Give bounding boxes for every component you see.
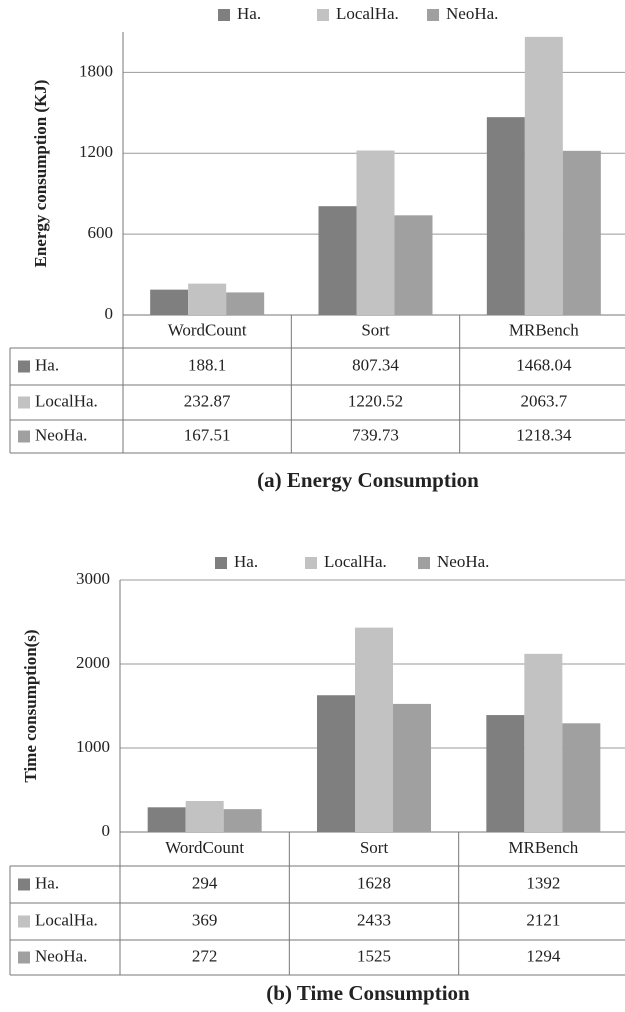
y-tick-label: 2000: [76, 653, 110, 672]
bar: [355, 627, 393, 832]
table-value: 1218.34: [516, 425, 572, 444]
legend-label: LocalHa.: [336, 4, 399, 23]
caption-text: Time Consumption: [297, 981, 470, 1005]
bar: [150, 289, 189, 315]
bar: [147, 807, 186, 832]
x-tick-label: MRBench: [509, 320, 579, 339]
bar: [188, 283, 227, 315]
caption-label: (b): [266, 981, 292, 1005]
y-tick-label: 0: [105, 304, 114, 323]
bar: [486, 117, 525, 316]
table-swatch: [18, 396, 30, 409]
table-value: 2433: [357, 910, 391, 929]
table-value: 1628: [357, 873, 391, 892]
table-value: 1468.04: [516, 355, 572, 374]
legend-label: NeoHa.: [446, 4, 498, 23]
legend-swatch: [218, 9, 230, 21]
bar: [356, 150, 395, 315]
bar: [524, 653, 563, 832]
table-value: 272: [192, 946, 218, 965]
caption-text: Energy Consumption: [287, 468, 479, 492]
table-swatch: [18, 360, 30, 373]
y-tick-label: 1200: [79, 142, 113, 161]
legend-swatch: [215, 557, 227, 569]
bar: [394, 215, 433, 315]
table-row-label: Ha.: [35, 873, 59, 892]
table-value: 232.87: [184, 391, 231, 410]
table-value: 1294: [526, 946, 561, 965]
x-tick-label: WordCount: [165, 838, 244, 857]
table-value: 369: [192, 910, 218, 929]
table-value: 2063.7: [520, 391, 567, 410]
chart: 0 1000 2000 3000 WordCount Sort MRBench Ha. Ha. 2…: [9, 552, 625, 1005]
y-axis-label: Energy consumption (KJ): [31, 80, 50, 268]
table-row-label: Ha.: [35, 355, 59, 374]
caption: (b) Time Consumption: [266, 981, 470, 1005]
bar: [318, 206, 357, 315]
table-value: 1392: [526, 873, 560, 892]
caption: (a) Energy Consumption: [257, 468, 479, 492]
legend-label: NeoHa.: [437, 552, 489, 571]
table-row-label: LocalHa.: [35, 391, 98, 410]
table-value: 1525: [357, 946, 391, 965]
y-axis-label: Time consumption(s): [21, 629, 40, 782]
legend-label: LocalHa.: [324, 552, 387, 571]
y-tick-label: 0: [102, 821, 111, 840]
bar: [524, 36, 563, 316]
table-value: 188.1: [188, 355, 226, 374]
y-tick-label: 1800: [79, 61, 113, 80]
table-row-label: LocalHa.: [35, 910, 98, 929]
bar: [562, 723, 601, 832]
legend-swatch: [418, 557, 430, 569]
legend-swatch: [305, 557, 317, 569]
caption-label: (a): [257, 468, 282, 492]
chart: 0 600 1200 1800 WordCount Sort MRBench Ha. Ha. 18…: [9, 4, 625, 492]
table-swatch: [18, 430, 30, 443]
table-value: 1220.52: [348, 391, 403, 410]
y-tick-label: 1000: [76, 737, 110, 756]
bar: [223, 809, 262, 832]
table-row-label: NeoHa.: [35, 425, 87, 444]
table-value: 2121: [526, 910, 560, 929]
table-swatch: [18, 878, 30, 891]
table-swatch: [18, 915, 30, 928]
bar: [185, 801, 224, 832]
x-tick-label: MRBench: [508, 838, 578, 857]
legend-label: Ha.: [234, 552, 258, 571]
bar: [393, 703, 431, 832]
bar: [562, 150, 601, 315]
legend-label: Ha.: [237, 4, 261, 23]
x-tick-label: WordCount: [168, 320, 247, 339]
table-value: 294: [192, 873, 218, 892]
table-value: 167.51: [184, 425, 231, 444]
x-tick-label: Sort: [361, 320, 390, 339]
table-value: 739.73: [352, 425, 399, 444]
table-swatch: [18, 951, 30, 964]
bar: [486, 715, 525, 832]
table-row-label: NeoHa.: [35, 946, 87, 965]
bar: [317, 695, 355, 832]
bar: [226, 292, 265, 315]
y-tick-label: 600: [88, 223, 114, 242]
x-tick-label: Sort: [360, 838, 389, 857]
legend-swatch: [427, 9, 439, 21]
y-tick-label: 3000: [76, 569, 110, 588]
legend-swatch: [317, 9, 329, 21]
table-value: 807.34: [352, 355, 399, 374]
